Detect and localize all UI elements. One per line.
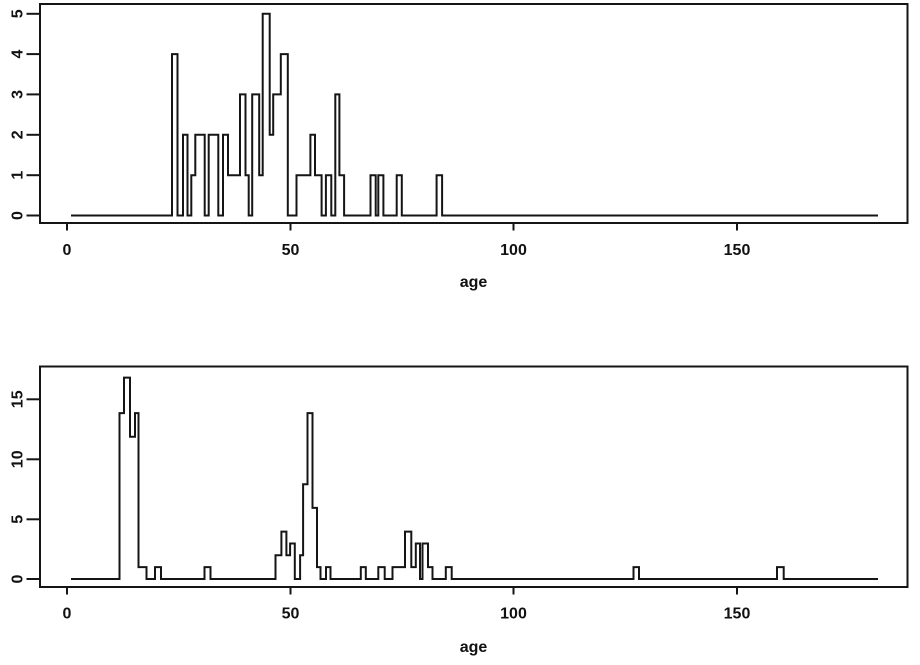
svg-text:0: 0 (63, 242, 72, 259)
svg-text:100: 100 (500, 242, 527, 259)
svg-text:150: 150 (724, 242, 751, 259)
svg-text:0: 0 (10, 574, 27, 583)
svg-text:3: 3 (10, 90, 27, 99)
svg-text:10: 10 (10, 450, 27, 468)
svg-text:0: 0 (10, 211, 27, 220)
svg-text:age: age (460, 639, 488, 656)
svg-text:50: 50 (282, 242, 300, 259)
svg-text:15: 15 (10, 390, 27, 408)
svg-text:150: 150 (724, 606, 751, 623)
svg-text:0: 0 (63, 606, 72, 623)
svg-text:50: 50 (282, 606, 300, 623)
svg-text:5: 5 (9, 9, 26, 18)
svg-text:age: age (460, 274, 488, 291)
svg-text:5: 5 (10, 515, 27, 524)
svg-text:4: 4 (10, 50, 27, 59)
svg-text:1: 1 (10, 171, 27, 180)
svg-text:2: 2 (10, 130, 27, 139)
svg-text:100: 100 (500, 606, 527, 623)
